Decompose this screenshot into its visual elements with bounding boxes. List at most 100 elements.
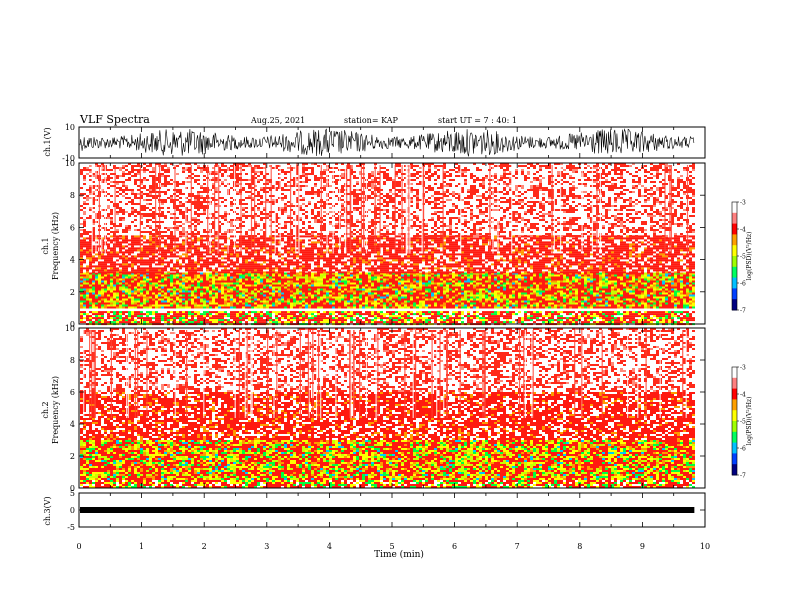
spectrogram-cell [95, 315, 98, 318]
spectrogram-cell [122, 296, 125, 299]
spectrogram-cell [506, 306, 509, 309]
spectrogram-cell [326, 278, 329, 281]
spectrogram-cell [92, 282, 95, 285]
spectrogram-cell [365, 319, 368, 322]
spectrogram-cell [620, 276, 623, 279]
spectrogram-cell [641, 304, 644, 307]
spectrogram-cell [101, 319, 104, 322]
spectrogram-cell [659, 284, 662, 287]
spectrogram-cell [92, 317, 95, 320]
spectrogram-cell [119, 302, 122, 305]
spectrogram-cell [236, 300, 239, 303]
spectrogram-cell [206, 321, 209, 324]
spectrogram-cell [281, 300, 284, 303]
spectrogram-cell [299, 276, 302, 279]
spectrogram-cell [287, 284, 290, 287]
spectrogram-cell [377, 313, 380, 316]
spectrogram-cell [644, 311, 647, 314]
spectrogram-cell [668, 272, 671, 275]
spectrogram-cell [536, 300, 539, 303]
spectrogram-cell [224, 319, 227, 322]
spectrogram-cell [293, 304, 296, 307]
spectrogram-cell [611, 280, 614, 283]
spectrogram-cell [221, 294, 224, 297]
spectrogram-cell [509, 290, 512, 293]
spectrogram-cell [230, 317, 233, 320]
spectrogram-cell [263, 274, 266, 277]
spectrogram-cell [323, 311, 326, 314]
spectrogram-cell [362, 298, 365, 301]
spectrogram-cell [173, 315, 176, 318]
spectrogram-cell [581, 284, 584, 287]
spectrogram-cell [179, 292, 182, 295]
spectrogram-cell [587, 311, 590, 314]
spectrogram-cell [239, 282, 242, 285]
spectrogram-cell [563, 282, 566, 285]
spectrogram-cell [269, 280, 272, 283]
spectrogram-cell [689, 315, 692, 318]
spectrogram-cell [467, 311, 470, 314]
spectrogram-cell [566, 313, 569, 316]
spectrogram-cell [173, 284, 176, 287]
spectrogram-cell [113, 321, 116, 324]
spectrogram-cell [641, 280, 644, 283]
spectrogram-cell [509, 280, 512, 283]
spectrogram-cell [665, 302, 668, 305]
spectrogram-cell [398, 294, 401, 297]
spectrogram-cell [104, 304, 107, 307]
spectrogram-cell [350, 292, 353, 295]
spectrogram-cell [368, 302, 371, 305]
spectrogram-cell [80, 302, 83, 305]
spectrogram-cell [479, 278, 482, 281]
spectrogram-cell [626, 274, 629, 277]
spectrogram-cell [227, 284, 230, 287]
spectrogram-cell [533, 282, 536, 285]
spectrogram-cell [587, 274, 590, 277]
spectrogram-cell [440, 313, 443, 316]
spectrogram-cell [98, 300, 101, 303]
spectrogram-cell [440, 272, 443, 275]
spectrogram-cell [653, 319, 656, 322]
spectrogram-cell [254, 292, 257, 295]
spectrogram-cell [662, 282, 665, 285]
spectrogram-cell [686, 286, 689, 289]
spectrogram-cell [302, 294, 305, 297]
spectrogram-cell [596, 313, 599, 316]
spectrogram-cell [326, 280, 329, 283]
spectrogram-cell [377, 298, 380, 301]
spectrogram-cell [386, 286, 389, 289]
spectrogram-cell [227, 313, 230, 316]
spectrogram-cell [527, 282, 530, 285]
spectrogram-cell [287, 298, 290, 301]
spectrogram-cell [365, 288, 368, 291]
spectrogram-cell [605, 302, 608, 305]
spectrogram-cell [671, 292, 674, 295]
spectrogram-cell [143, 302, 146, 305]
spectrogram-cell [101, 315, 104, 318]
spectrogram-cell [239, 290, 242, 293]
spectrogram-cell [485, 280, 488, 283]
spectrogram-cell [467, 274, 470, 277]
spectrogram-cell [674, 306, 677, 309]
spectrogram-cell [605, 306, 608, 309]
spectrogram-cell [341, 272, 344, 275]
spectrogram-cell [629, 288, 632, 291]
spectrogram-cell [146, 298, 149, 301]
spectrogram-cell [473, 306, 476, 309]
spectrogram-cell [527, 315, 530, 318]
spectrogram-cell [497, 296, 500, 299]
spectrogram-cell [611, 304, 614, 307]
spectrogram-cell [443, 290, 446, 293]
spectrogram-cell [323, 321, 326, 324]
spectrogram-cell [182, 298, 185, 301]
spectrogram-cell [554, 306, 557, 309]
spectrogram-cell [221, 298, 224, 301]
spectrogram-cell [491, 276, 494, 279]
spectrogram-cell [596, 276, 599, 279]
spectrogram-cell [347, 298, 350, 301]
spectrogram-cell [281, 286, 284, 289]
spectrogram-cell [305, 290, 308, 293]
spectrogram-cell [425, 311, 428, 314]
spectrogram-cell [599, 296, 602, 299]
spectrogram-cell [251, 304, 254, 307]
